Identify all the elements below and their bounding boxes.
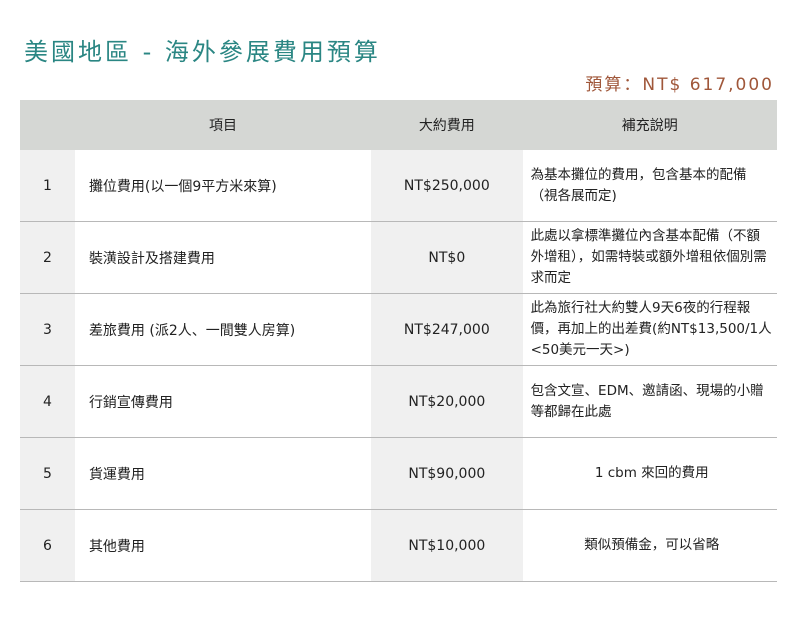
row-cost: NT$0 <box>371 221 523 294</box>
row-number: 1 <box>20 150 75 222</box>
table-row: 1 攤位費用(以一個9平方米來算) NT$250,000 為基本攤位的費用，包含… <box>20 150 777 222</box>
header-note: 補充說明 <box>522 100 777 150</box>
header-cost: 大約費用 <box>371 100 523 150</box>
header-item: 項目 <box>74 100 372 150</box>
row-number: 5 <box>20 437 75 510</box>
page-title: 美國地區 - 海外參展費用預算 <box>24 38 381 66</box>
table-header: 項目 大約費用 補充說明 <box>20 100 777 150</box>
budget-total: 預算：NT$ 617,000 <box>585 75 774 95</box>
row-item: 裝潢設計及搭建費用 <box>74 221 372 294</box>
table-row: 2 裝潢設計及搭建費用 NT$0 此處以拿標準攤位內含基本配備（不額外增租），如… <box>20 221 777 294</box>
table-row: 4 行銷宣傳費用 NT$20,000 包含文宣、EDM、邀請函、現場的小贈等都歸… <box>20 365 777 438</box>
row-number: 6 <box>20 509 75 582</box>
table-row: 6 其他費用 NT$10,000 類似預備金，可以省略 <box>20 509 777 582</box>
row-number: 4 <box>20 365 75 438</box>
row-cost: NT$90,000 <box>371 437 523 510</box>
row-number: 2 <box>20 221 75 294</box>
row-cost: NT$247,000 <box>371 293 523 366</box>
row-item: 行銷宣傳費用 <box>74 365 372 438</box>
row-item: 攤位費用(以一個9平方米來算) <box>74 150 372 222</box>
row-note: 為基本攤位的費用，包含基本的配備（視各展而定) <box>522 150 777 222</box>
row-item: 貨運費用 <box>74 437 372 510</box>
row-cost: NT$250,000 <box>371 150 523 222</box>
row-note: 類似預備金，可以省略 <box>522 509 777 582</box>
row-item: 其他費用 <box>74 509 372 582</box>
row-number: 3 <box>20 293 75 366</box>
row-cost: NT$10,000 <box>371 509 523 582</box>
table-row: 5 貨運費用 NT$90,000 1 cbm 來回的費用 <box>20 437 777 510</box>
header-number <box>20 100 75 150</box>
row-item: 差旅費用 (派2人、一間雙人房算) <box>74 293 372 366</box>
row-cost: NT$20,000 <box>371 365 523 438</box>
row-note: 包含文宣、EDM、邀請函、現場的小贈等都歸在此處 <box>522 365 777 438</box>
budget-table: 項目 大約費用 補充說明 1 攤位費用(以一個9平方米來算) NT$250,00… <box>20 100 777 582</box>
row-note: 此為旅行社大約雙人9天6夜的行程報價，再加上的出差費(約NT$13,500/1人… <box>522 293 777 366</box>
row-note: 此處以拿標準攤位內含基本配備（不額外增租），如需特裝或額外增租依個別需求而定 <box>522 221 777 294</box>
row-note: 1 cbm 來回的費用 <box>522 437 777 510</box>
table-row: 3 差旅費用 (派2人、一間雙人房算) NT$247,000 此為旅行社大約雙人… <box>20 293 777 366</box>
